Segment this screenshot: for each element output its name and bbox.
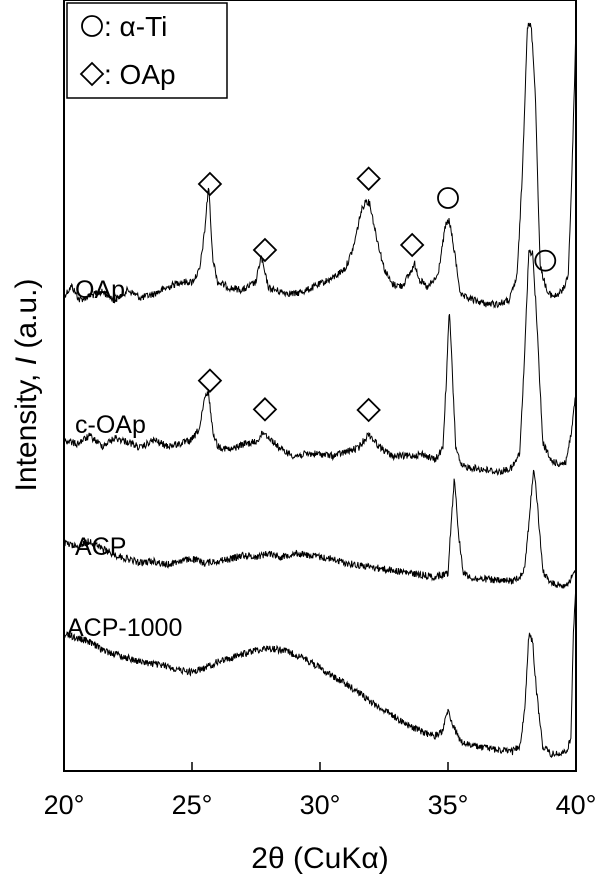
x-axis: 20° 25° 30° 35° 40°: [44, 762, 597, 820]
peak-marker-circle-icon: [534, 249, 557, 272]
x-tick-label: 20°: [44, 790, 85, 820]
x-tick-label: 40°: [556, 790, 597, 820]
peak-marker-circle-icon: [437, 187, 459, 209]
y-axis-title-suffix: (a.u.): [10, 279, 43, 357]
plot-frame: [63, 0, 577, 772]
legend: : α-Ti : OAp: [66, 2, 228, 99]
legend-circle-icon: [81, 15, 103, 37]
series-layer: [63, 22, 577, 759]
x-axis-title: 2θ (CuKα): [251, 842, 388, 875]
x-tick-label: 25°: [172, 790, 213, 820]
x-tick-label: 35°: [428, 790, 469, 820]
legend-alpha-ti-label: : α-Ti: [104, 11, 167, 42]
x-tick-label: 30°: [300, 790, 341, 820]
series-label-oap: OAp: [75, 276, 125, 304]
peak-marker-diamond-icon: [356, 397, 381, 423]
peak-marker-layer: [197, 166, 557, 423]
y-axis-title: Intensity, I (a.u.): [10, 279, 43, 492]
series-line-acp: [63, 469, 577, 589]
series-line-acp-1000: [63, 579, 577, 759]
series-label-acp-1000: ACP-1000: [67, 614, 182, 642]
y-axis-title-prefix: Intensity,: [10, 365, 43, 491]
legend-oap-label: : OAp: [104, 59, 176, 90]
legend-diamond-icon: [79, 61, 105, 87]
y-axis-title-symbol: I: [10, 357, 43, 365]
series-line-c-oap: [63, 249, 577, 476]
series-label-c-oap: c-OAp: [75, 411, 146, 439]
peak-marker-diamond-icon: [399, 232, 425, 258]
peak-marker-diamond-icon: [197, 171, 223, 197]
peak-marker-diamond-icon: [197, 368, 223, 393]
series-label-acp: ACP: [75, 533, 126, 561]
peak-marker-diamond-icon: [356, 166, 381, 191]
series-line-oap: [63, 22, 577, 309]
series-label-layer: OAp c-OAp ACP ACP-1000: [67, 276, 182, 642]
peak-marker-diamond-icon: [252, 237, 278, 263]
peak-marker-diamond-icon: [252, 397, 278, 422]
